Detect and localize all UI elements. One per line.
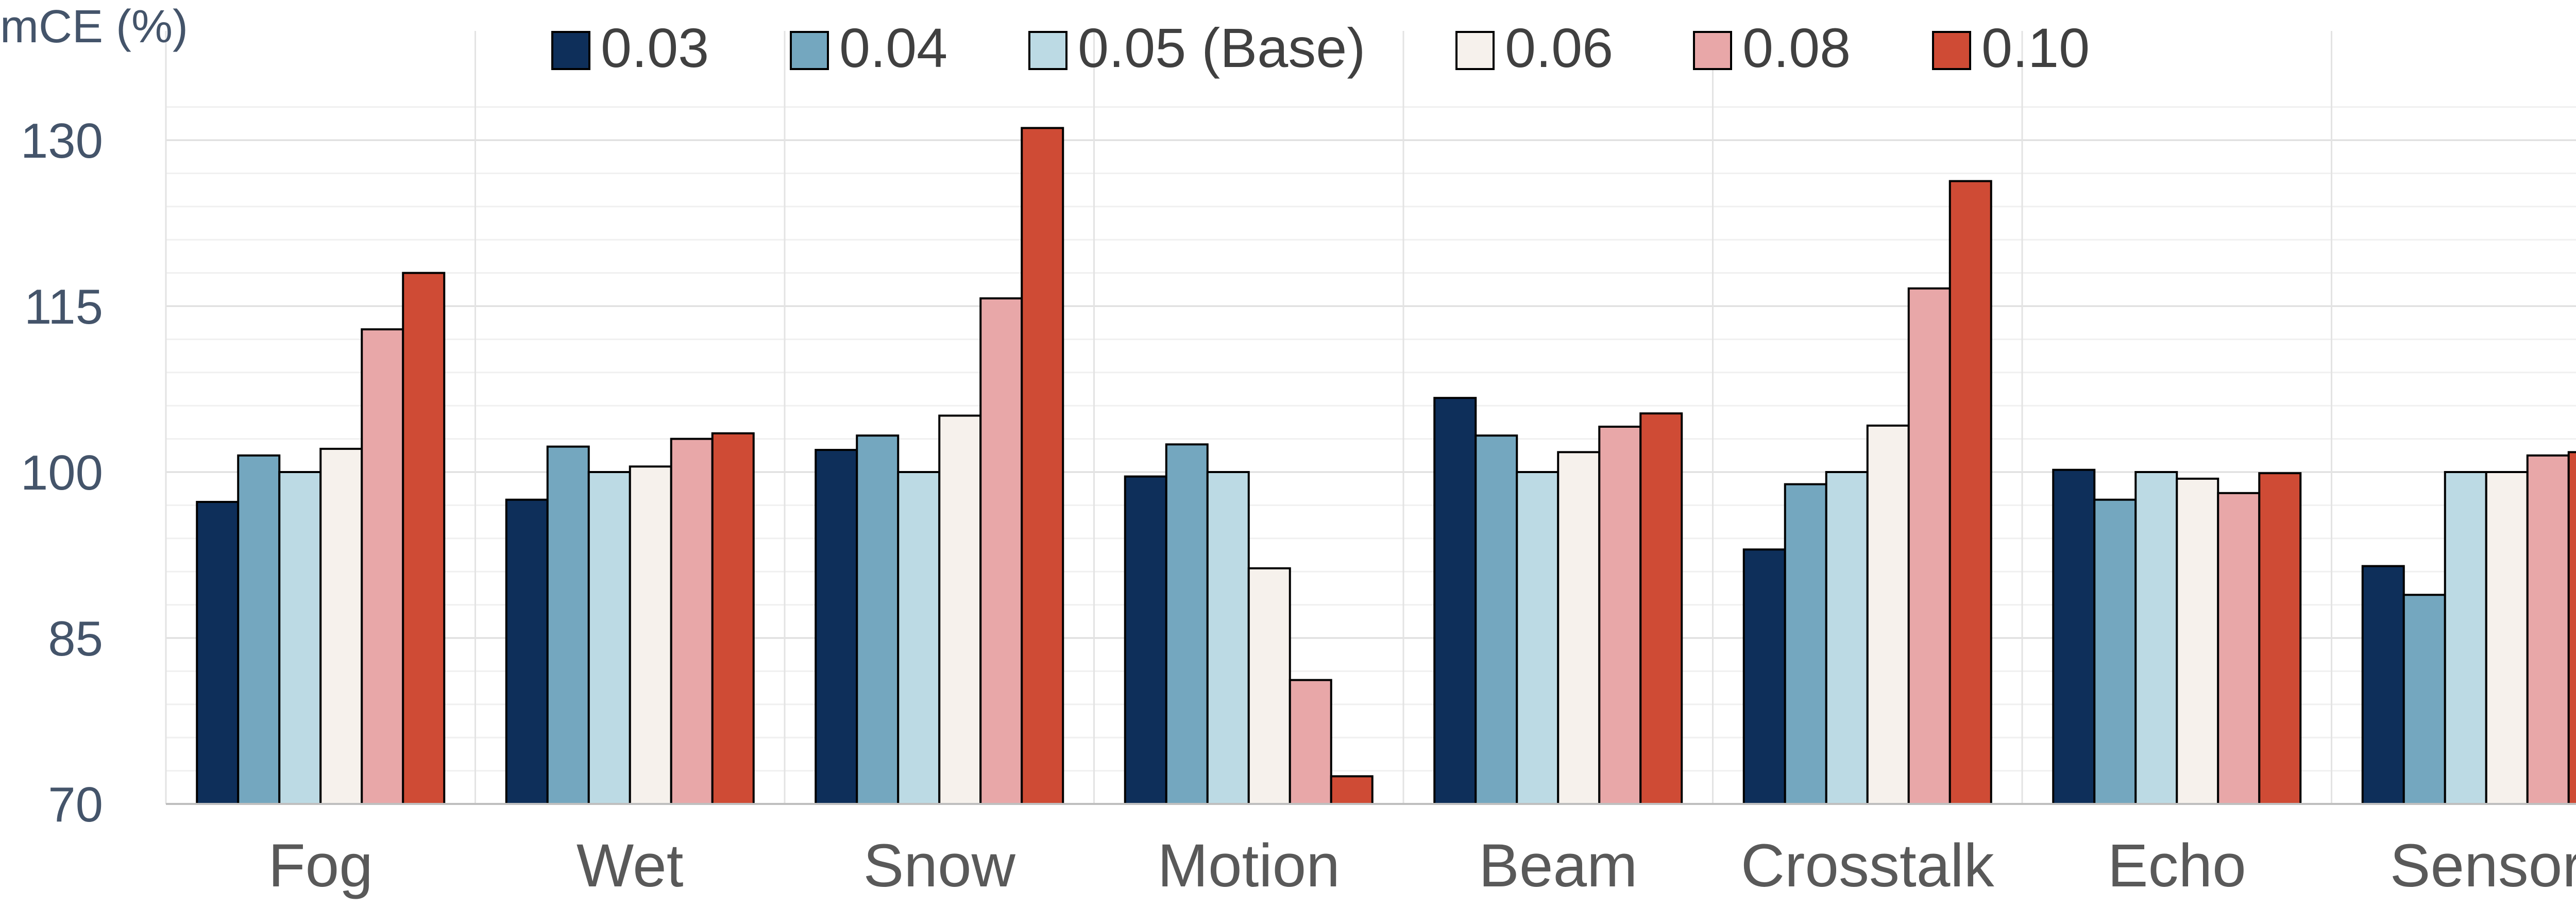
x-category-label: Fog xyxy=(268,832,373,900)
bar-fog-0-04 xyxy=(237,454,281,805)
bar-motion-0-06 xyxy=(1247,567,1291,805)
bar-crosstalk-0-08 xyxy=(1907,287,1951,805)
legend-item: 0.05 (Base) xyxy=(1028,16,1365,79)
bar-beam-0-08 xyxy=(1598,425,1642,805)
legend-label: 0.03 xyxy=(601,16,709,79)
bar-snow-0-08 xyxy=(979,297,1023,805)
bar-fog-0-10 xyxy=(402,272,446,805)
bar-beam-0-06 xyxy=(1557,451,1601,805)
bar-echo-0-08 xyxy=(2217,492,2261,805)
legend-label: 0.04 xyxy=(839,16,947,79)
legend-item: 0.04 xyxy=(790,16,947,79)
bar-fog-0-06 xyxy=(319,447,363,805)
bar-echo-0-03 xyxy=(2052,468,2096,805)
y-tick-label: 70 xyxy=(48,777,103,832)
bar-beam-0-05-Base xyxy=(1516,471,1560,805)
y-tick-label: 85 xyxy=(48,611,103,666)
bars xyxy=(196,127,2576,805)
legend-item: 0.03 xyxy=(551,16,709,79)
bar-echo-0-04 xyxy=(2093,498,2137,805)
bar-fog-0-03 xyxy=(196,500,240,805)
bar-snow-0-05-Base xyxy=(897,471,941,805)
y-axis-title: mCE (%) xyxy=(0,1,188,53)
x-category-label: Motion xyxy=(1158,832,1340,900)
legend-label: 0.10 xyxy=(1981,16,2090,79)
bar-sensor-0-06 xyxy=(2485,471,2529,805)
bar-snow-0-06 xyxy=(938,414,982,805)
bar-sensor-0-04 xyxy=(2402,594,2446,805)
bar-crosstalk-0-06 xyxy=(1866,424,1910,805)
x-category-label: Echo xyxy=(2108,832,2246,900)
x-category-label: Sensor xyxy=(2390,832,2576,900)
legend-item: 0.08 xyxy=(1693,16,1851,79)
bar-motion-0-04 xyxy=(1165,443,1209,805)
legend-swatch xyxy=(1028,31,1067,70)
bar-sensor-0-10 xyxy=(2567,451,2576,805)
bar-wet-0-04 xyxy=(546,445,590,805)
bar-crosstalk-0-03 xyxy=(1742,548,1786,805)
bar-fog-0-05-Base xyxy=(278,471,322,805)
bar-beam-0-10 xyxy=(1639,412,1683,805)
bar-crosstalk-0-10 xyxy=(1948,180,1992,805)
legend-swatch xyxy=(1932,31,1971,70)
bar-beam-0-04 xyxy=(1475,434,1518,805)
legend-label: 0.08 xyxy=(1742,16,1851,79)
bar-echo-0-10 xyxy=(2258,472,2302,805)
x-category-label: Wet xyxy=(577,832,684,900)
legend-item: 0.06 xyxy=(1455,16,1613,79)
bar-crosstalk-0-05-Base xyxy=(1825,471,1869,805)
bar-snow-0-10 xyxy=(1021,127,1064,805)
bar-echo-0-05-Base xyxy=(2134,471,2178,805)
bar-motion-0-10 xyxy=(1330,775,1374,805)
bar-wet-0-10 xyxy=(711,432,755,805)
legend: 0.03 0.04 0.05 (Base) 0.06 0.08 0.10 xyxy=(551,16,2090,79)
bar-crosstalk-0-04 xyxy=(1784,483,1827,805)
y-tick-label: 130 xyxy=(21,113,103,169)
legend-label: 0.05 (Base) xyxy=(1078,16,1365,79)
legend-label: 0.06 xyxy=(1505,16,1613,79)
legend-swatch xyxy=(1693,31,1732,70)
legend-swatch xyxy=(790,31,829,70)
legend-item: 0.10 xyxy=(1932,16,2090,79)
bar-motion-0-05-Base xyxy=(1206,471,1250,805)
bar-wet-0-06 xyxy=(629,465,672,805)
x-category-label: Snow xyxy=(863,832,1016,900)
legend-swatch xyxy=(551,31,590,70)
bar-echo-0-06 xyxy=(2176,477,2219,805)
y-tick-label: 115 xyxy=(24,279,103,334)
bar-wet-0-03 xyxy=(505,498,549,805)
y-tick-label: 100 xyxy=(21,445,103,500)
bar-sensor-0-03 xyxy=(2361,565,2405,805)
bar-snow-0-04 xyxy=(856,434,900,805)
bar-snow-0-03 xyxy=(815,449,858,805)
bar-beam-0-03 xyxy=(1433,397,1477,805)
bar-wet-0-05-Base xyxy=(587,471,631,805)
bar-sensor-0-05-Base xyxy=(2444,471,2487,805)
x-category-label: Crosstalk xyxy=(1741,832,1995,900)
bar-motion-0-08 xyxy=(1289,679,1332,805)
x-category-label: Beam xyxy=(1479,832,1637,900)
bar-sensor-0-08 xyxy=(2526,454,2570,805)
bar-motion-0-03 xyxy=(1124,475,1167,805)
bar-fog-0-08 xyxy=(361,328,404,805)
legend-swatch xyxy=(1455,31,1495,70)
bar-wet-0-08 xyxy=(670,438,714,805)
axes: 70 85 100 115 130 Fog Wet Snow Motion Beam Crossta… xyxy=(21,113,2576,900)
